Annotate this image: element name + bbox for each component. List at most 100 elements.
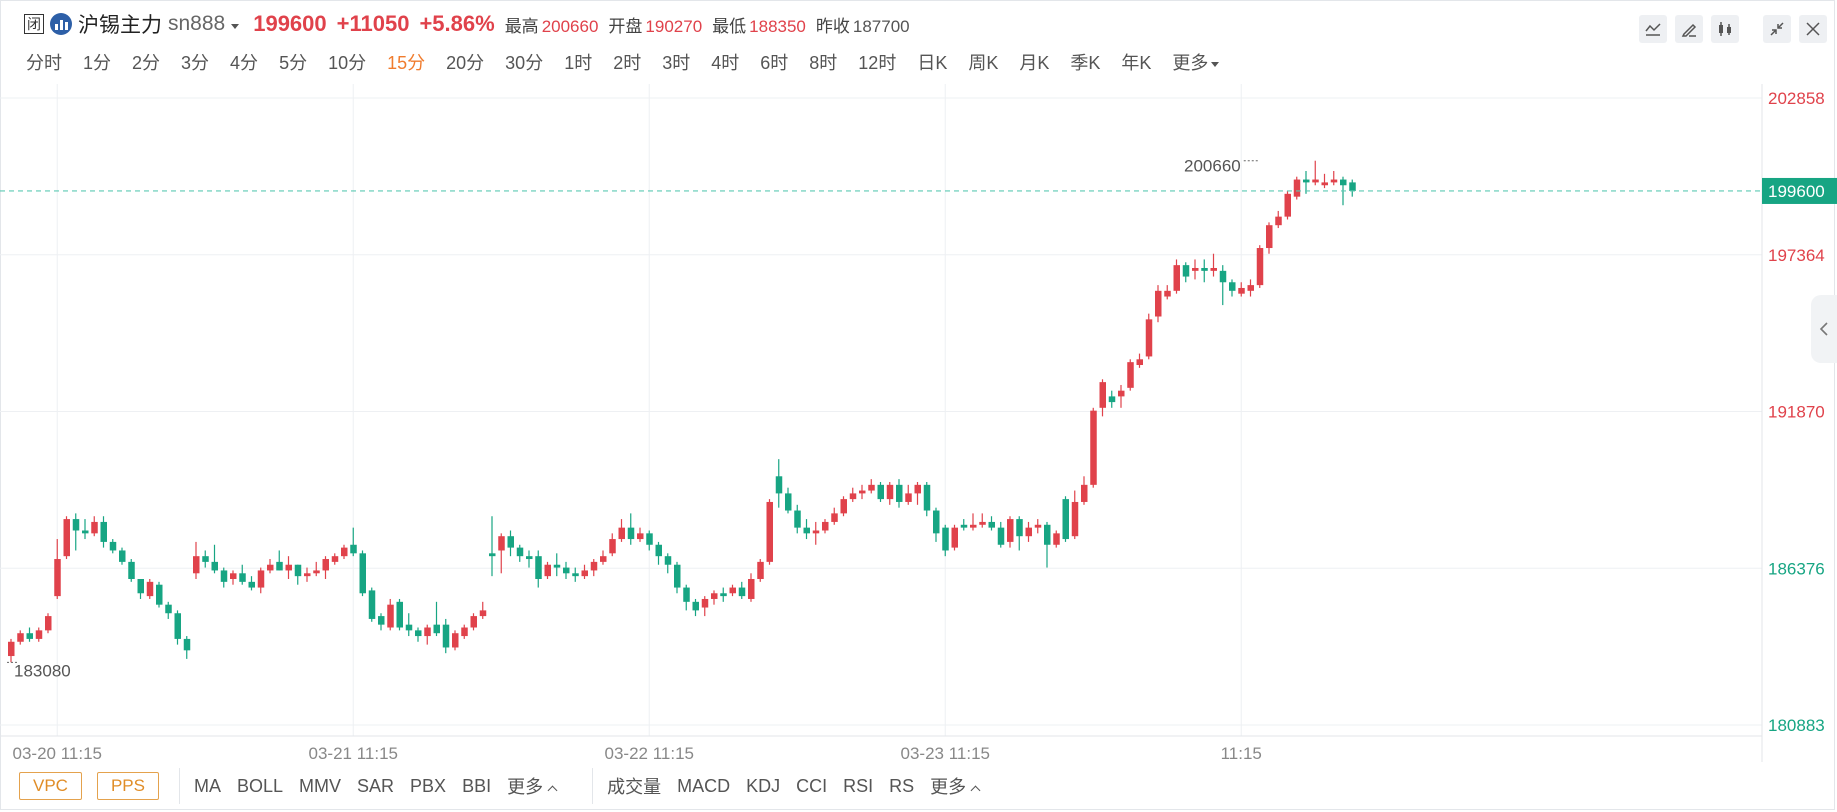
candle[interactable] <box>470 613 478 631</box>
candle[interactable] <box>748 573 755 602</box>
main-indicator-ma[interactable]: MA <box>194 775 221 796</box>
candle[interactable] <box>1238 282 1245 297</box>
candle[interactable] <box>1136 353 1144 368</box>
candle[interactable] <box>988 516 996 531</box>
candle[interactable] <box>1164 285 1171 300</box>
instrument-dropdown-icon[interactable] <box>231 23 240 29</box>
period-more-dropdown[interactable]: 更多 <box>1172 49 1219 75</box>
candle[interactable] <box>664 553 672 574</box>
shrink-button[interactable] <box>1763 15 1791 43</box>
instrument-code[interactable]: sn888 <box>168 12 226 35</box>
candle[interactable] <box>100 516 108 548</box>
candle[interactable] <box>849 487 857 502</box>
candle[interactable] <box>1118 384 1125 408</box>
candle[interactable] <box>146 578 154 599</box>
candle[interactable] <box>1071 490 1079 540</box>
candle[interactable] <box>1256 245 1264 288</box>
period-6时[interactable]: 6时 <box>760 53 789 73</box>
period-15分[interactable]: 15分 <box>387 53 426 73</box>
main-indicator-mmv[interactable]: MMV <box>299 775 342 796</box>
candle[interactable] <box>387 598 394 631</box>
candle[interactable] <box>859 484 866 500</box>
period-年K[interactable]: 年K <box>1121 53 1152 73</box>
candle[interactable] <box>378 613 385 631</box>
candle[interactable] <box>757 559 764 582</box>
side-panel-toggle[interactable] <box>1811 295 1837 363</box>
candle[interactable] <box>1312 160 1319 186</box>
candle[interactable] <box>526 550 533 568</box>
candle[interactable] <box>1303 170 1310 194</box>
candle[interactable] <box>211 544 219 574</box>
candle[interactable] <box>794 504 801 534</box>
candle[interactable] <box>442 618 450 654</box>
draw-pen-button[interactable] <box>1675 15 1703 43</box>
candle[interactable] <box>590 559 598 577</box>
candle[interactable] <box>655 541 663 565</box>
candle[interactable] <box>553 553 561 577</box>
candle[interactable] <box>1108 390 1116 408</box>
candle[interactable] <box>1099 379 1107 417</box>
candle[interactable] <box>738 581 746 599</box>
period-周K[interactable]: 周K <box>968 53 999 73</box>
candle[interactable] <box>516 544 524 562</box>
main-indicator-pbx[interactable]: PBX <box>410 775 447 796</box>
period-3时[interactable]: 3时 <box>662 53 691 73</box>
candle[interactable] <box>174 610 182 645</box>
candle[interactable] <box>840 496 848 517</box>
candle[interactable] <box>359 550 367 597</box>
candle[interactable] <box>997 521 1005 548</box>
candle[interactable] <box>618 519 626 542</box>
candle[interactable] <box>1081 476 1088 505</box>
candle[interactable] <box>1321 173 1329 189</box>
period-分时[interactable]: 分时 <box>26 53 62 73</box>
candle[interactable] <box>785 487 792 514</box>
candle[interactable] <box>766 499 774 565</box>
candle[interactable] <box>54 539 61 599</box>
main-indicator-bbi[interactable]: BBI <box>462 775 492 796</box>
candle[interactable] <box>331 553 339 565</box>
candle[interactable] <box>970 513 977 531</box>
candle[interactable] <box>1016 516 1023 551</box>
candle[interactable] <box>137 578 145 599</box>
candle[interactable] <box>82 519 89 540</box>
candle[interactable] <box>1219 265 1227 306</box>
candle[interactable] <box>563 561 570 579</box>
candle[interactable] <box>535 550 542 588</box>
candle[interactable] <box>923 481 931 517</box>
candle[interactable] <box>396 598 404 631</box>
candle[interactable] <box>26 627 34 642</box>
candle[interactable] <box>1182 262 1190 283</box>
period-4时[interactable]: 4时 <box>711 53 740 73</box>
candle[interactable] <box>8 638 15 663</box>
candle[interactable] <box>812 521 820 545</box>
sub-indicator-more[interactable]: 更多 <box>930 773 979 799</box>
candle[interactable] <box>285 556 293 579</box>
period-1分[interactable]: 1分 <box>83 53 112 73</box>
period-日K[interactable]: 日K <box>917 53 948 73</box>
candle[interactable] <box>498 533 505 574</box>
period-3分[interactable]: 3分 <box>181 53 210 73</box>
period-1时[interactable]: 1时 <box>564 53 593 73</box>
candle[interactable] <box>267 559 274 574</box>
period-2时[interactable]: 2时 <box>613 53 642 73</box>
indicator-chip-pps[interactable]: PPS <box>96 772 159 800</box>
candle[interactable] <box>128 559 135 582</box>
sub-indicator-kdj[interactable]: KDJ <box>746 775 781 796</box>
main-indicator-more[interactable]: 更多 <box>507 773 556 799</box>
candle[interactable] <box>202 550 209 568</box>
candle[interactable] <box>461 624 468 639</box>
candle[interactable] <box>627 513 635 545</box>
candle[interactable] <box>1044 521 1051 568</box>
candle[interactable] <box>17 630 24 645</box>
candle[interactable] <box>63 516 71 560</box>
candle[interactable] <box>692 598 700 617</box>
candle[interactable] <box>933 507 940 542</box>
candle[interactable] <box>683 584 690 611</box>
indicator-chip-vpc[interactable]: VPC <box>19 772 82 800</box>
candle[interactable] <box>35 627 43 642</box>
period-30分[interactable]: 30分 <box>505 53 544 73</box>
candle[interactable] <box>313 561 320 577</box>
candle[interactable] <box>711 590 718 605</box>
candle[interactable] <box>572 567 579 582</box>
candle[interactable] <box>600 550 607 565</box>
